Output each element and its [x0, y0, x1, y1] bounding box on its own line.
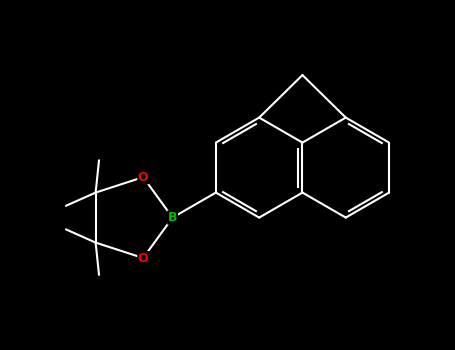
Text: O: O	[138, 252, 148, 265]
Text: O: O	[138, 171, 148, 184]
Text: B: B	[168, 211, 177, 224]
